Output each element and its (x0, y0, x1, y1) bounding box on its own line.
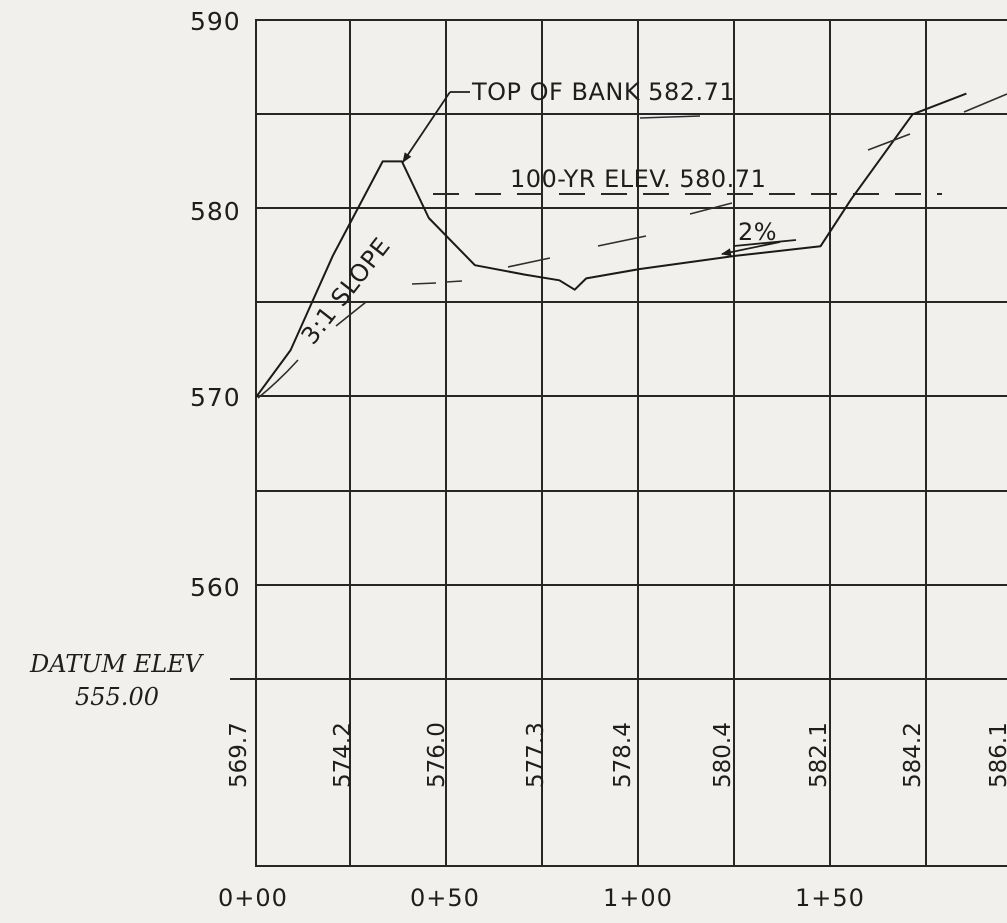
ground-elevation-value: 574.2 (330, 722, 356, 788)
hundred-year-elevation-label: 100-YR ELEV. 580.71 (510, 165, 766, 193)
y-tick-label: 590 (190, 7, 241, 36)
ground-elevation-value: 576.0 (424, 722, 450, 788)
ground-elevation-value: 577.3 (523, 722, 549, 788)
station-label: 0+50 (410, 884, 480, 912)
station-label: 1+50 (795, 884, 865, 912)
top-of-bank-label: TOP OF BANK 582.71 (471, 78, 735, 106)
ground-elevation-value: 580.4 (710, 722, 736, 788)
ground-elevation-value: 586.1 (986, 722, 1007, 788)
datum-label: DATUM ELEV (29, 650, 205, 678)
existing-grade-sketch (257, 93, 1007, 399)
top-of-bank-leader (402, 91, 470, 163)
station-label: 1+00 (603, 884, 673, 912)
datum-value: 555.00 (75, 683, 159, 711)
slope-grade-callout (721, 239, 797, 257)
y-tick-label: 570 (190, 383, 241, 412)
ground-elevation-value: 578.4 (610, 722, 636, 788)
slope-grade-label: 2% (738, 218, 777, 246)
y-tick-label: 580 (190, 197, 241, 226)
ground-elevation-value: 582.1 (806, 722, 832, 788)
grid (230, 19, 1007, 867)
ground-elevation-value: 569.7 (226, 722, 252, 788)
side-slope-label: 3:1 SLOPE (296, 232, 396, 349)
ground-elevation-value: 584.2 (900, 722, 926, 788)
ground-profile-line (255, 92, 967, 398)
station-label: 0+00 (218, 884, 288, 912)
y-tick-label: 560 (190, 573, 241, 602)
